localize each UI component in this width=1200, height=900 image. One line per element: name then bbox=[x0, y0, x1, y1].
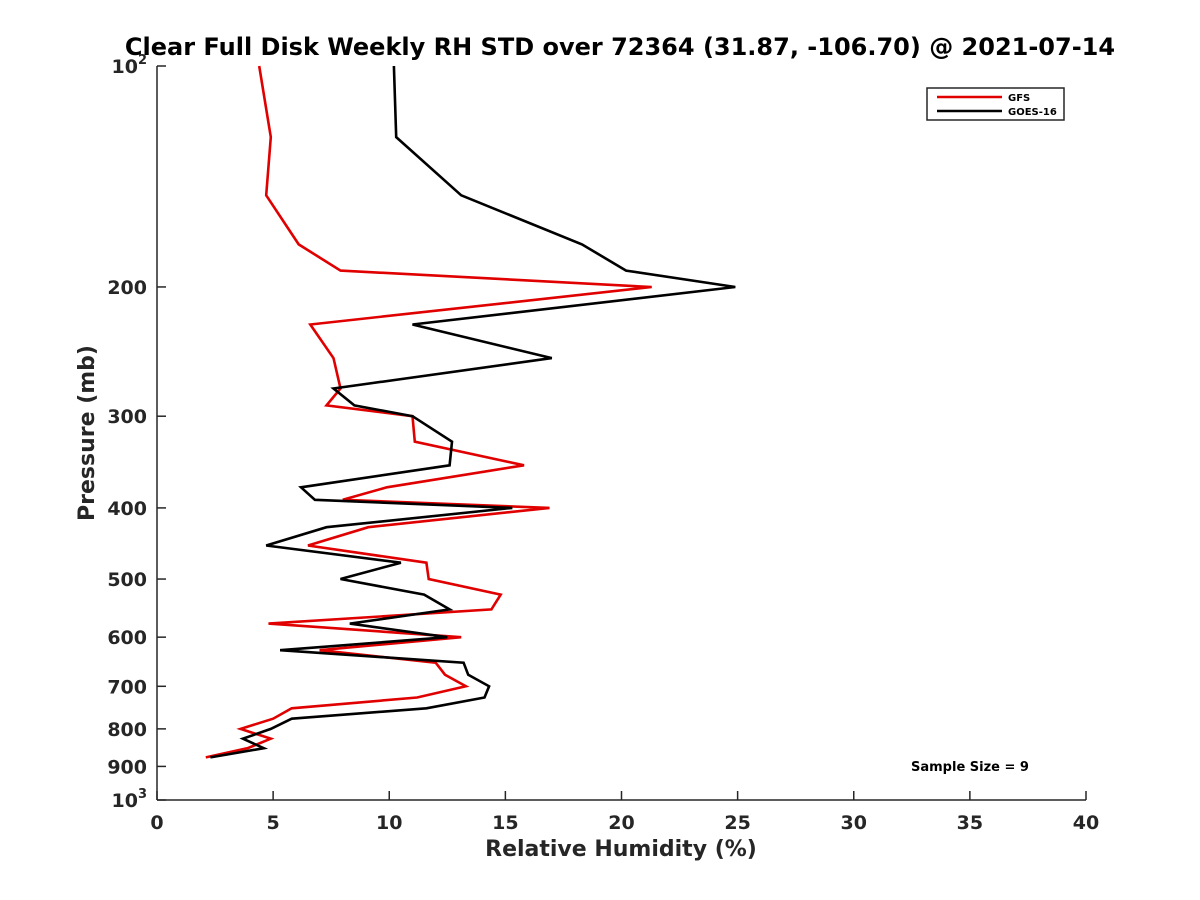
y-tick-label: 600 bbox=[107, 627, 147, 649]
y-axis-label: Pressure (mb) bbox=[75, 345, 100, 521]
chart-title: Clear Full Disk Weekly RH STD over 72364… bbox=[125, 33, 1115, 61]
x-tick-label: 20 bbox=[608, 812, 634, 834]
y-tick-base: 10 bbox=[112, 790, 138, 812]
y-tick-label: 300 bbox=[107, 406, 147, 428]
series-line-goes-16 bbox=[210, 65, 736, 759]
x-tick-label: 5 bbox=[267, 812, 280, 834]
legend-label-gfs: GFS bbox=[1008, 93, 1030, 104]
legend-box bbox=[926, 87, 1065, 121]
x-tick-label: 15 bbox=[492, 812, 518, 834]
series-line-gfs bbox=[205, 65, 652, 759]
y-tick-label: 102 bbox=[112, 53, 148, 78]
y-tick-base: 10 bbox=[112, 56, 138, 78]
y-tick-label: 200 bbox=[107, 277, 147, 299]
y-tick-label: 400 bbox=[107, 498, 147, 520]
x-axis-label: Relative Humidity (%) bbox=[485, 837, 757, 862]
x-tick-label: 0 bbox=[150, 812, 163, 834]
legend: GFS GOES-16 bbox=[926, 87, 1065, 121]
y-tick-label: 500 bbox=[107, 569, 147, 591]
x-tick-label: 25 bbox=[724, 812, 750, 834]
x-tick-label: 35 bbox=[957, 812, 983, 834]
y-tick-label: 103 bbox=[112, 787, 148, 812]
sample-size-annotation: Sample Size = 9 bbox=[911, 760, 1029, 775]
legend-label-goes-16: GOES-16 bbox=[1008, 107, 1057, 118]
series-layer bbox=[205, 65, 736, 759]
y-tick-exponent: 3 bbox=[138, 787, 147, 802]
x-tick-label: 40 bbox=[1073, 812, 1099, 834]
x-tick-label: 30 bbox=[841, 812, 867, 834]
y-tick-label: 900 bbox=[107, 756, 147, 778]
x-tick-label: 10 bbox=[376, 812, 402, 834]
x-axis-ticks: 0 5 10 15 20 25 30 35 40 bbox=[150, 791, 1099, 834]
y-tick-label: 800 bbox=[107, 719, 147, 741]
plot-area bbox=[156, 66, 1086, 801]
y-tick-exponent: 2 bbox=[138, 53, 147, 68]
y-tick-label: 700 bbox=[107, 676, 147, 698]
